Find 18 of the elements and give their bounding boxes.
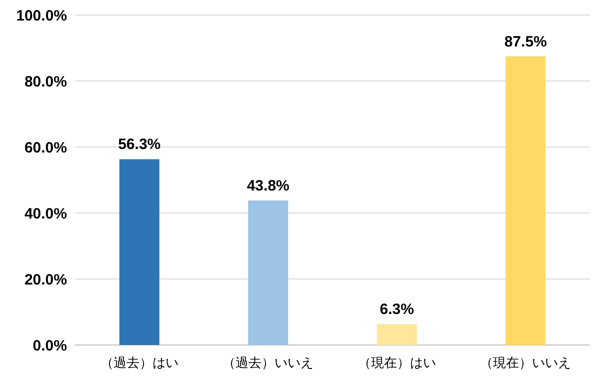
x-tick-label: （過去）いいえ — [222, 355, 314, 370]
bar — [376, 324, 417, 345]
y-tick-label: 20.0% — [24, 271, 67, 288]
y-tick-label: 40.0% — [24, 205, 67, 222]
data-label: 87.5% — [504, 33, 547, 50]
bar — [248, 200, 288, 345]
y-tick-label: 0.0% — [32, 337, 67, 354]
y-tick-label: 100.0% — [16, 7, 67, 24]
bar — [119, 159, 160, 345]
y-tick-label: 80.0% — [24, 73, 67, 90]
data-label: 43.8% — [246, 177, 290, 194]
y-tick-label: 60.0% — [24, 139, 67, 156]
x-tick-label: （現在）いいえ — [480, 355, 572, 370]
bar — [506, 56, 546, 345]
x-tick-label: （現在）はい — [358, 355, 436, 370]
data-label: 56.3% — [118, 136, 161, 154]
data-label: 6.3% — [380, 301, 414, 318]
x-tick-label: （過去）はい — [100, 355, 178, 370]
